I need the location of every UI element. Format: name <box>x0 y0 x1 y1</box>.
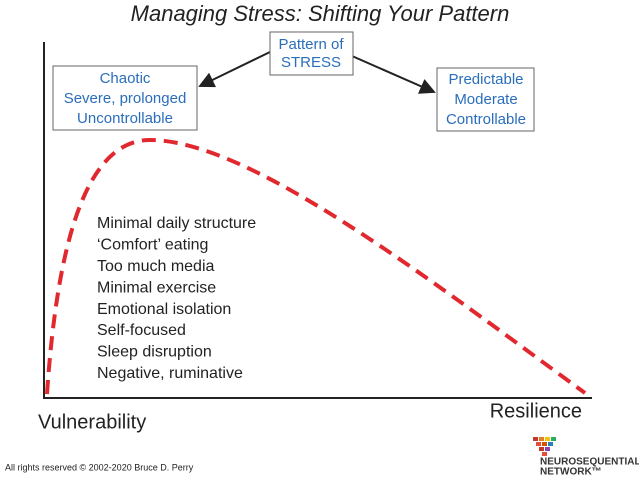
list-item: Too much media <box>97 258 214 275</box>
left-box-text: Chaotic <box>100 70 151 87</box>
list-item: Minimal exercise <box>97 279 216 296</box>
footer: All rights reserved © 2002-2020 Bruce D.… <box>5 462 194 472</box>
left-label: Vulnerability <box>38 411 146 433</box>
center-box-text: STRESS <box>281 54 341 71</box>
right-box-text: Moderate <box>454 91 517 108</box>
list-item: Emotional isolation <box>97 301 231 318</box>
logo-text: NETWORK™ <box>540 467 602 478</box>
left-box <box>52 65 198 131</box>
title: Managing Stress: Shifting Your Pattern <box>131 1 510 26</box>
right-box <box>436 67 535 132</box>
stress-curve <box>45 137 587 395</box>
center-box <box>269 31 354 76</box>
right-box-text: Predictable <box>448 71 523 88</box>
left-box-text: Uncontrollable <box>77 110 173 127</box>
left-box-text: Severe, prolonged <box>64 90 187 107</box>
list-item: Minimal daily structure <box>97 215 256 232</box>
list: Minimal daily structure ‘Comfort’ eating T… <box>97 215 256 382</box>
right-box-text: Controllable <box>446 111 526 128</box>
list-item: Negative, ruminative <box>97 365 243 382</box>
logo-icon <box>533 437 556 456</box>
arrow-left <box>198 51 271 88</box>
center-box-text: Pattern of <box>278 36 344 53</box>
arrow-right <box>351 55 436 94</box>
list-item: Self-focused <box>97 322 186 339</box>
right-label: Resilience <box>490 400 582 422</box>
list-item: ‘Comfort’ eating <box>97 237 208 254</box>
logo-text: NEUROSEQUENTIAL <box>540 457 639 468</box>
list-item: Sleep disruption <box>97 344 212 361</box>
